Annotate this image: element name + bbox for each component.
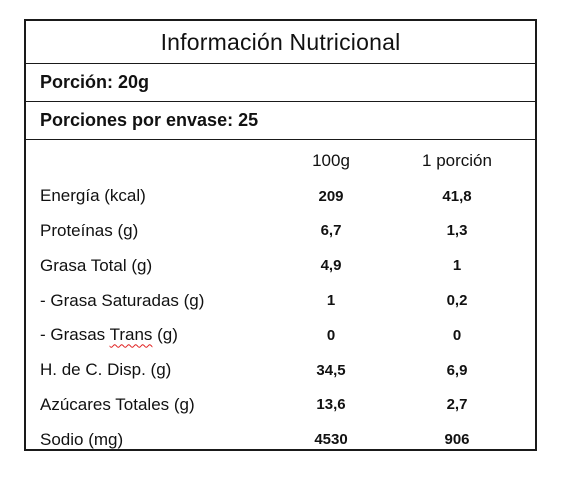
nutrient-name: H. de C. Disp. (g) (40, 360, 172, 380)
servings-per-container-row: Porciones por envase: 25 (26, 102, 535, 140)
value-per-serving: 0 (452, 326, 462, 344)
nutrient-name: - Grasa Saturadas (g) (40, 290, 205, 310)
value-per-100g: 4530 (314, 431, 348, 449)
nutrient-name: Energía (kcal) (40, 186, 146, 206)
value-per-serving: 0,2 (446, 292, 468, 310)
serving-size-text: Porción: 20g (40, 72, 150, 92)
table-title-row: Información Nutricional (26, 21, 535, 64)
value-per-serving: 2,7 (446, 396, 468, 414)
nutrition-facts-table: Información Nutricional Porción: 20g Por… (24, 19, 537, 451)
nutrient-row-saturated-fat: - Grasa Saturadas (g) 1 0,2 (26, 283, 535, 318)
column-header-per-serving: 1 porción (422, 151, 492, 171)
nutrient-row-energy: Energía (kcal) 209 41,8 (26, 179, 535, 214)
servings-per-container-text: Porciones por envase: 25 (40, 110, 259, 130)
nutrient-row-carbohydrates: H. de C. Disp. (g) 34,5 6,9 (26, 353, 535, 388)
value-per-serving: 41,8 (442, 187, 472, 205)
nutrient-name: Sodio (mg) (40, 429, 124, 449)
value-per-100g: 4,9 (320, 257, 342, 275)
nutrient-section: 100g 1 porción Energía (kcal) 209 41,8 P… (26, 140, 535, 457)
nutrient-name: Azúcares Totales (g) (40, 394, 195, 414)
column-header-row: 100g 1 porción (26, 144, 535, 179)
nutrient-name: Proteínas (g) (40, 220, 139, 240)
value-per-serving: 906 (444, 431, 470, 449)
nutrient-name-prefix: - Grasas (40, 325, 110, 345)
value-per-100g: 1 (326, 292, 336, 310)
nutrient-name: - Grasas Trans (g) (40, 325, 178, 345)
nutrient-row-total-fat: Grasa Total (g) 4,9 1 (26, 248, 535, 283)
nutrient-name-suffix: (g) (152, 325, 178, 345)
nutrient-name: Grasa Total (g) (40, 255, 153, 275)
value-per-serving: 1 (452, 257, 462, 275)
nutrient-row-sugars: Azúcares Totales (g) 13,6 2,7 (26, 388, 535, 423)
value-per-serving: 6,9 (446, 361, 468, 379)
nutrient-row-sodium: Sodio (mg) 4530 906 (26, 422, 535, 457)
value-per-100g: 6,7 (320, 222, 342, 240)
nutrient-row-trans-fat: - Grasas Trans (g) 0 0 (26, 318, 535, 353)
nutrient-row-protein: Proteínas (g) 6,7 1,3 (26, 214, 535, 249)
serving-size-row: Porción: 20g (26, 64, 535, 102)
value-per-100g: 209 (318, 187, 344, 205)
value-per-100g: 13,6 (316, 396, 346, 414)
table-title: Información Nutricional (160, 28, 401, 55)
value-per-100g: 0 (326, 326, 336, 344)
spellcheck-marked-word: Trans (109, 325, 153, 345)
value-per-100g: 34,5 (316, 361, 346, 379)
value-per-serving: 1,3 (446, 222, 468, 240)
column-header-100g: 100g (312, 151, 350, 171)
